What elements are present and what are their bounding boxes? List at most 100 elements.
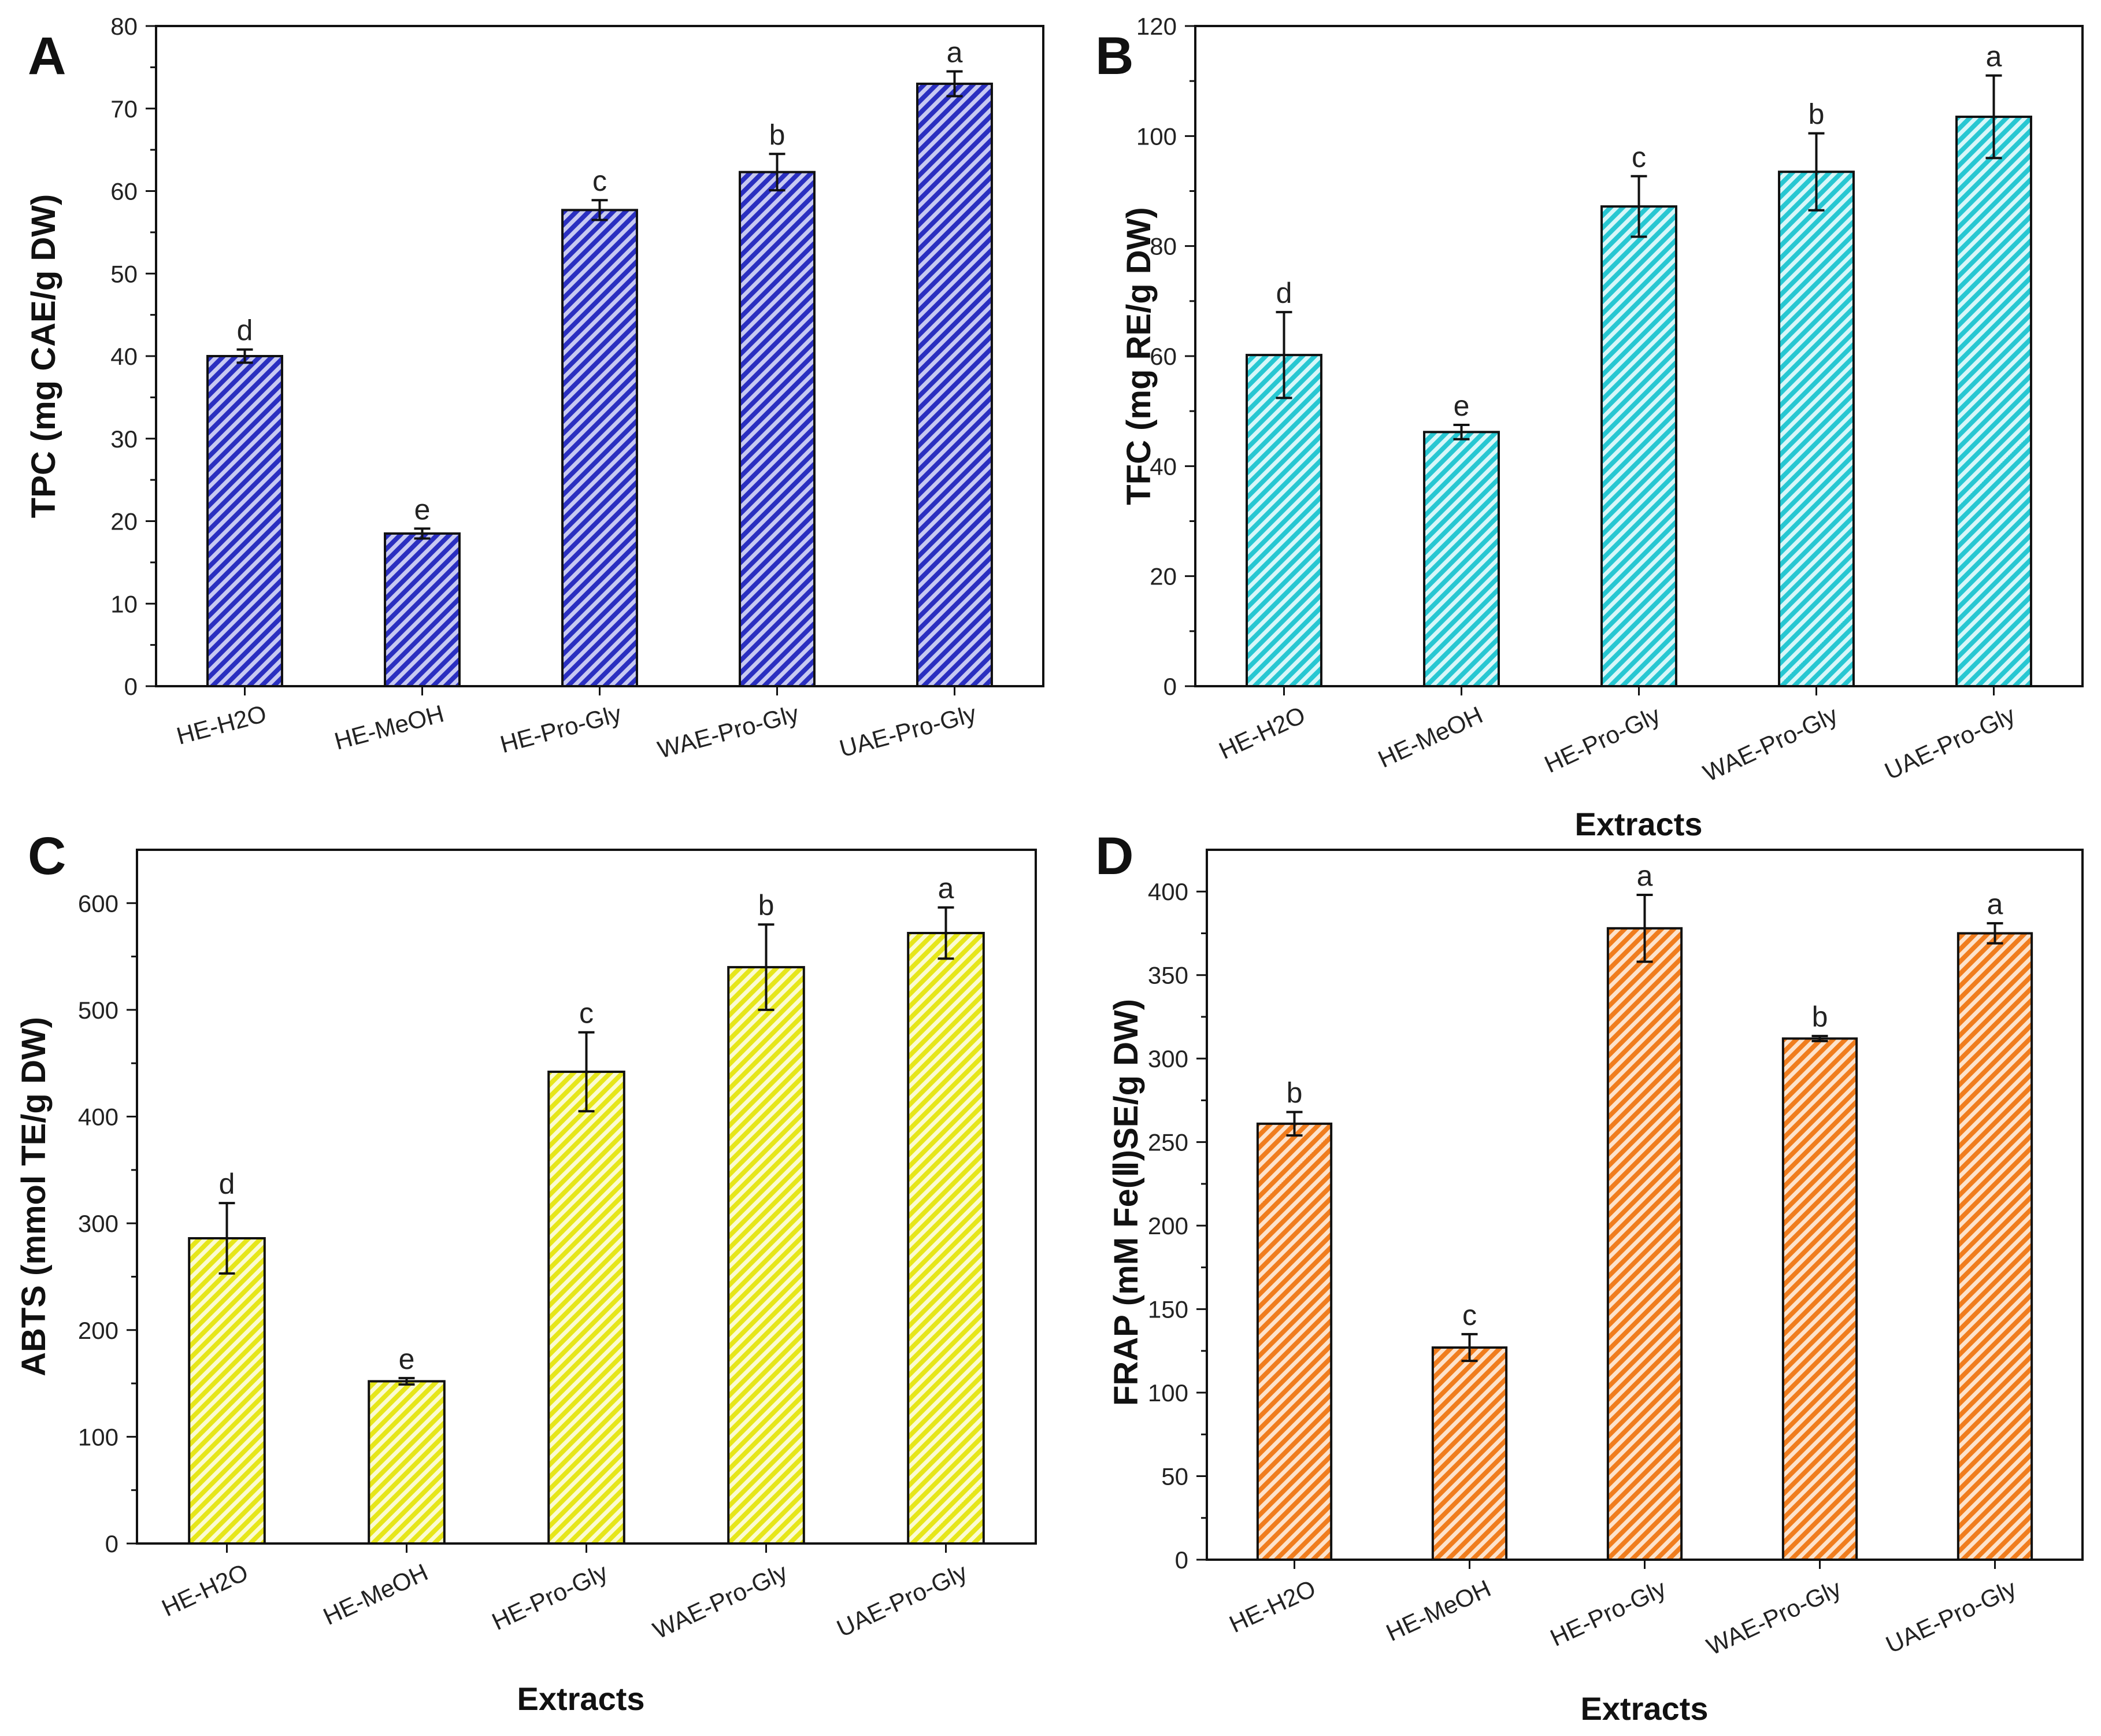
bar-wae-pro-gly: [727, 966, 805, 1545]
x-tick-label: WAE-Pro-Gly: [655, 699, 802, 763]
bar-uae-pro-gly: [907, 932, 985, 1545]
significance-label: a: [1637, 860, 1653, 892]
bar-he-meoh: [1423, 431, 1500, 688]
bar-he-meoh: [384, 532, 461, 687]
bar-uae-pro-gly: [916, 82, 993, 687]
significance-label: d: [237, 314, 253, 347]
panel-letter: D: [1095, 827, 1133, 886]
panel-letter: C: [28, 827, 66, 886]
y-tick-label: 60: [110, 178, 138, 205]
y-tick-label: 40: [110, 343, 138, 370]
x-tick-label: HE-MeOH: [1382, 1575, 1495, 1646]
y-tick-label: 10: [110, 590, 138, 617]
significance-label: a: [1987, 888, 2003, 920]
x-tick-label: UAE-Pro-Gly: [836, 699, 979, 762]
x-tick-label: HE-Pro-Gly: [1540, 701, 1664, 778]
y-tick-label: 350: [1148, 962, 1188, 989]
panel-d: D FRAP (mM Fe(Ⅱ)SE/g DW) Extracts 0 50 100…: [1095, 827, 2084, 1727]
significance-label: c: [1632, 141, 1646, 173]
y-tick-label: 400: [1148, 878, 1188, 905]
significance-label: c: [1462, 1299, 1477, 1331]
bar-he-h2o: [1246, 354, 1322, 687]
y-tick-label: 20: [110, 508, 138, 535]
x-tick-label: HE-Pro-Gly: [497, 699, 624, 758]
y-tick-label: 100: [1136, 123, 1177, 150]
x-tick-label: WAE-Pro-Gly: [649, 1559, 791, 1644]
y-tick-label: 120: [1136, 13, 1177, 40]
y-tick-label: 0: [124, 673, 138, 700]
x-tick-label: UAE-Pro-Gly: [1881, 1575, 2020, 1659]
y-tick-label: 50: [1161, 1463, 1188, 1490]
panel-b: B TFC (mg RE/g DW) Extracts 0 20 40 60 80 100…: [1095, 13, 2084, 842]
bar-wae-pro-gly: [1778, 171, 1855, 688]
significance-label: e: [1454, 390, 1470, 422]
x-tick-label: HE-H2O: [1215, 701, 1310, 765]
panel-letter: A: [28, 27, 66, 86]
y-tick-label: 100: [78, 1423, 118, 1450]
y-tick-label: 250: [1148, 1129, 1188, 1156]
y-tick-label: 300: [1148, 1045, 1188, 1072]
x-tick-label: WAE-Pro-Gly: [1702, 1575, 1845, 1660]
y-tick-label: 200: [1148, 1212, 1188, 1239]
y-tick-label: 0: [1163, 673, 1177, 700]
y-tick-label: 150: [1148, 1296, 1188, 1323]
x-tick-label: HE-MeOH: [319, 1559, 432, 1630]
significance-label: e: [399, 1343, 415, 1375]
significance-label: c: [579, 997, 594, 1030]
bar-he-meoh: [368, 1380, 446, 1545]
y-tick-label: 400: [78, 1104, 118, 1131]
y-tick-label: 0: [105, 1530, 118, 1557]
significance-label: c: [592, 165, 607, 197]
y-tick-label: 0: [1175, 1546, 1188, 1574]
x-tick-label: WAE-Pro-Gly: [1699, 701, 1841, 787]
panel-letter: B: [1095, 27, 1133, 86]
significance-label: d: [219, 1168, 235, 1200]
bar-he-pro-gly: [1600, 205, 1677, 687]
bar-he-pro-gly: [1606, 927, 1683, 1561]
bar-he-h2o: [1256, 1122, 1333, 1561]
y-tick-label: 100: [1148, 1379, 1188, 1406]
y-tick-label: 200: [78, 1317, 118, 1344]
y-tick-label: 80: [1150, 233, 1177, 260]
x-tick-label: UAE-Pro-Gly: [832, 1559, 971, 1642]
bar-he-h2o: [206, 355, 283, 687]
y-tick-label: 50: [110, 260, 138, 287]
bar-he-h2o: [188, 1237, 266, 1545]
bar-he-pro-gly: [561, 209, 638, 687]
bar-wae-pro-gly: [1781, 1037, 1858, 1561]
y-tick-label: 60: [1150, 343, 1177, 370]
y-tick-label: 600: [78, 890, 118, 917]
significance-label: b: [1287, 1077, 1303, 1109]
x-tick-label: HE-Pro-Gly: [1546, 1575, 1670, 1652]
y-tick-label: 300: [78, 1210, 118, 1237]
panel-a: A TPC (mg CAE/g DW) 0 10 20 30 40 50 60 70 80 d HE…: [25, 13, 1044, 764]
significance-label: a: [1986, 40, 2002, 73]
y-tick-label: 70: [110, 95, 138, 123]
significance-label: b: [769, 119, 785, 151]
x-tick-label: HE-MeOH: [332, 699, 447, 755]
x-axis-title: Extracts: [1580, 1690, 1708, 1727]
significance-label: b: [758, 889, 775, 921]
y-axis-title: TFC (mg RE/g DW): [1120, 207, 1158, 505]
significance-label: d: [1276, 277, 1292, 309]
x-tick-label: HE-H2O: [173, 699, 269, 749]
x-tick-label: HE-H2O: [1225, 1575, 1320, 1638]
y-axis-title: ABTS (mmol TE/g DW): [15, 1017, 53, 1376]
bar-uae-pro-gly: [1957, 932, 2033, 1561]
y-tick-label: 40: [1150, 453, 1177, 480]
y-tick-label: 80: [110, 13, 138, 40]
y-tick-label: 30: [110, 425, 138, 453]
bar-wae-pro-gly: [739, 171, 816, 688]
y-tick-label: 20: [1150, 563, 1177, 590]
x-tick-label: HE-H2O: [158, 1559, 253, 1622]
x-axis-title: Extracts: [517, 1681, 644, 1717]
significance-label: a: [938, 872, 954, 905]
significance-label: b: [1812, 1001, 1828, 1033]
y-axis-title: TPC (mg CAE/g DW): [25, 194, 62, 519]
panel-c: C ABTS (mmol TE/g DW) Extracts 0 100 200 30…: [15, 827, 1037, 1717]
y-axis-title: FRAP (mM Fe(Ⅱ)SE/g DW): [1107, 999, 1145, 1406]
bar-uae-pro-gly: [1955, 116, 2032, 687]
y-tick-label: 500: [78, 997, 118, 1024]
significance-label: a: [947, 36, 963, 69]
